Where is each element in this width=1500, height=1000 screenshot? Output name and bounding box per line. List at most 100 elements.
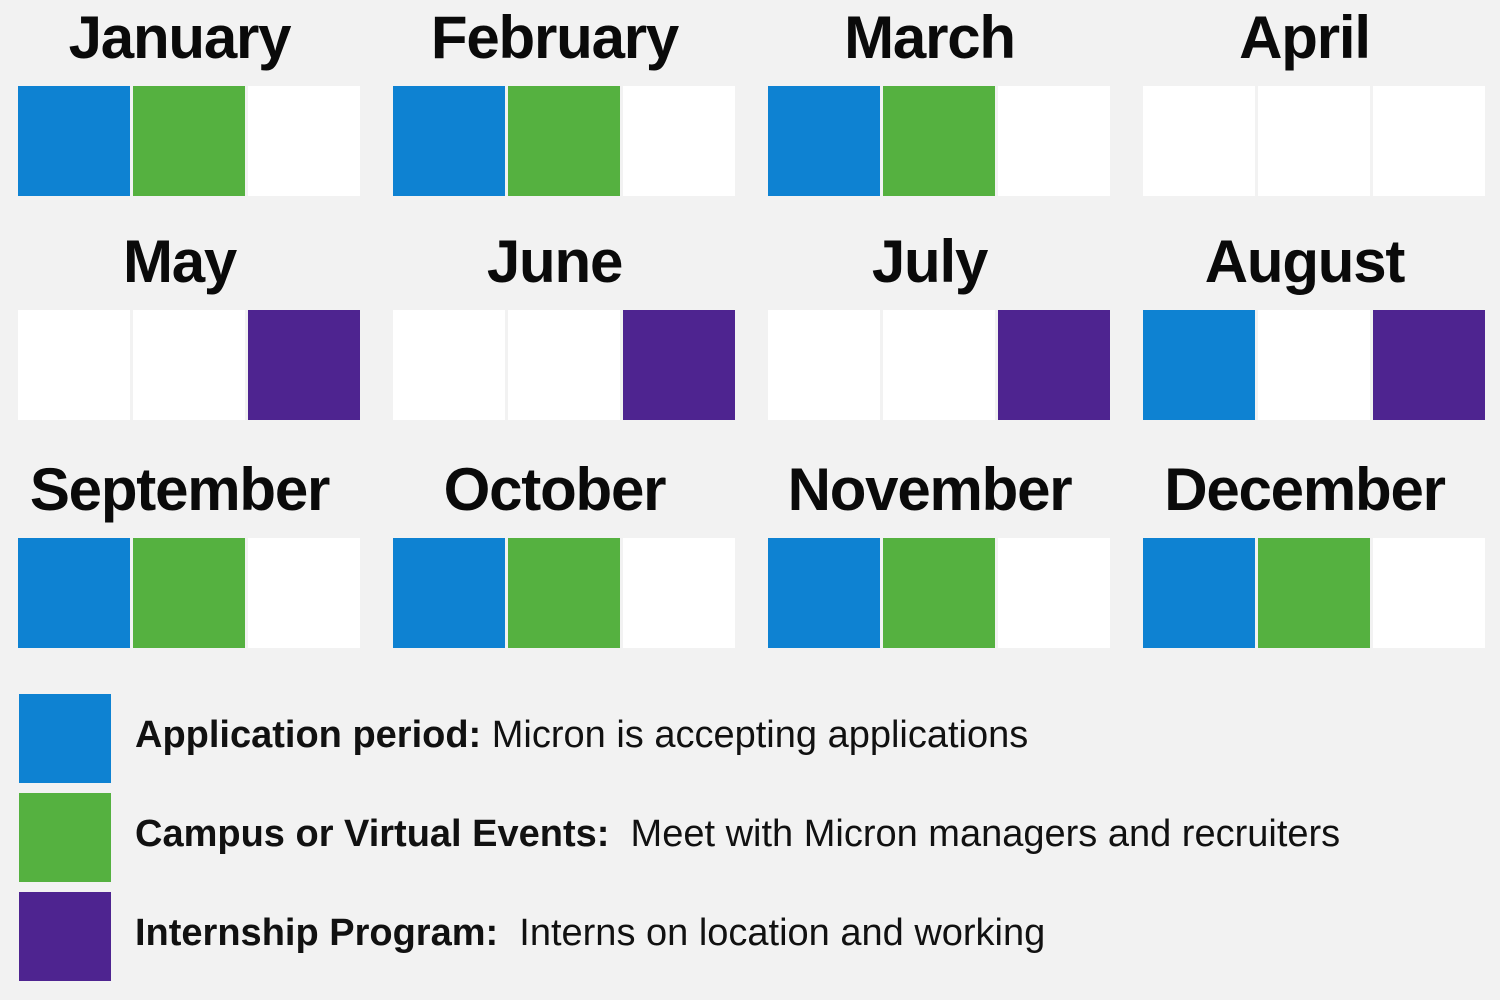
- month-august: August: [1125, 224, 1500, 448]
- month-title-text: February: [430, 4, 679, 71]
- month-title: February: [375, 8, 750, 68]
- month-title-text: March: [844, 4, 1016, 71]
- cell-empty: [18, 310, 130, 420]
- cell-empty: [1258, 86, 1370, 196]
- cell-application: [393, 538, 505, 648]
- cell-empty: [248, 538, 360, 648]
- cell-events: [133, 86, 245, 196]
- cell-application: [18, 86, 130, 196]
- month-calendar: January February March: [0, 0, 1500, 648]
- month-title-text: November: [787, 456, 1073, 523]
- cell-internship: [998, 310, 1110, 420]
- cell-empty: [883, 310, 995, 420]
- month-cells: [1143, 538, 1485, 648]
- legend-term: Internship Program:: [135, 911, 499, 954]
- legend-description: Meet with Micron managers and recruiters: [609, 812, 1341, 855]
- cell-application: [768, 86, 880, 196]
- month-title-text: July: [871, 228, 988, 295]
- legend-swatch-events: [19, 793, 111, 882]
- cell-empty: [248, 86, 360, 196]
- month-title-text: January: [68, 4, 292, 71]
- legend-swatch-application: [19, 694, 111, 783]
- month-row-3: September October November: [0, 452, 1500, 676]
- month-title: September: [0, 460, 375, 520]
- month-cells: [768, 310, 1110, 420]
- cell-application: [18, 538, 130, 648]
- cell-application: [1143, 310, 1255, 420]
- month-september: September: [0, 452, 375, 676]
- month-title: July: [750, 232, 1125, 292]
- month-title-text: June: [486, 228, 623, 295]
- month-october: October: [375, 452, 750, 676]
- month-title: April: [1125, 8, 1500, 68]
- legend: Application period: Micron is accepting …: [0, 686, 1500, 983]
- cell-empty: [623, 538, 735, 648]
- legend-item-events: Campus or Virtual Events: Meet with Micr…: [0, 785, 1500, 884]
- month-title: June: [375, 232, 750, 292]
- month-december: December: [1125, 452, 1500, 676]
- month-cells: [393, 310, 735, 420]
- month-march: March: [750, 0, 1125, 224]
- cell-internship: [1373, 310, 1485, 420]
- month-july: July: [750, 224, 1125, 448]
- cell-empty: [508, 310, 620, 420]
- month-cells: [18, 86, 360, 196]
- cell-internship: [248, 310, 360, 420]
- cell-empty: [998, 86, 1110, 196]
- month-title: October: [375, 460, 750, 520]
- legend-item-application: Application period: Micron is accepting …: [0, 686, 1500, 785]
- month-title: January: [0, 8, 375, 68]
- month-row-2: May June July: [0, 224, 1500, 448]
- cell-empty: [768, 310, 880, 420]
- month-cells: [768, 86, 1110, 196]
- cell-application: [768, 538, 880, 648]
- cell-empty: [133, 310, 245, 420]
- month-title: December: [1125, 460, 1500, 520]
- legend-swatch-internship: [19, 892, 111, 981]
- month-title-text: September: [29, 456, 331, 523]
- month-june: June: [375, 224, 750, 448]
- month-january: January: [0, 0, 375, 224]
- month-title: March: [750, 8, 1125, 68]
- month-title: August: [1125, 232, 1500, 292]
- cell-events: [508, 538, 620, 648]
- month-title: May: [0, 232, 375, 292]
- cell-empty: [1373, 86, 1485, 196]
- month-cells: [768, 538, 1110, 648]
- cell-events: [508, 86, 620, 196]
- cell-application: [1143, 538, 1255, 648]
- legend-description: Micron is accepting applications: [481, 713, 1029, 756]
- legend-text: Application period: Micron is accepting …: [135, 686, 1028, 785]
- month-cells: [18, 538, 360, 648]
- month-cells: [1143, 310, 1485, 420]
- month-title-text: August: [1204, 228, 1406, 295]
- month-cells: [18, 310, 360, 420]
- legend-description: Interns on location and working: [498, 911, 1046, 954]
- cell-application: [393, 86, 505, 196]
- legend-item-internship: Internship Program: Interns on location …: [0, 884, 1500, 983]
- month-title-text: December: [1164, 456, 1446, 523]
- month-title-text: October: [443, 456, 667, 523]
- cell-empty: [998, 538, 1110, 648]
- month-cells: [1143, 86, 1485, 196]
- month-title-text: May: [122, 228, 237, 295]
- month-november: November: [750, 452, 1125, 676]
- month-cells: [393, 86, 735, 196]
- legend-text: Internship Program: Interns on location …: [135, 884, 1045, 983]
- cell-events: [883, 86, 995, 196]
- cell-empty: [1258, 310, 1370, 420]
- cell-empty: [1143, 86, 1255, 196]
- month-title: November: [750, 460, 1125, 520]
- legend-text: Campus or Virtual Events: Meet with Micr…: [135, 785, 1340, 884]
- month-title-text: April: [1239, 4, 1371, 71]
- cell-events: [133, 538, 245, 648]
- cell-events: [883, 538, 995, 648]
- cell-empty: [623, 86, 735, 196]
- month-row-1: January February March: [0, 0, 1500, 224]
- cell-internship: [623, 310, 735, 420]
- month-may: May: [0, 224, 375, 448]
- cell-empty: [393, 310, 505, 420]
- month-february: February: [375, 0, 750, 224]
- cell-empty: [1373, 538, 1485, 648]
